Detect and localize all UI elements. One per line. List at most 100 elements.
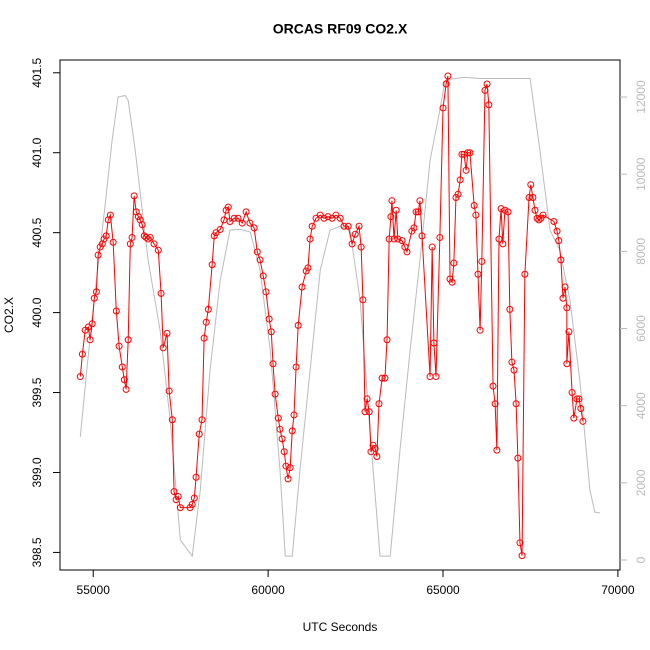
x-tick-label: 65000 bbox=[426, 583, 460, 597]
data-point bbox=[102, 232, 110, 240]
data-point bbox=[418, 232, 426, 240]
data-point bbox=[403, 248, 411, 256]
data-point bbox=[363, 395, 371, 403]
data-point bbox=[474, 270, 482, 278]
data-point bbox=[280, 448, 288, 456]
data-point bbox=[120, 376, 128, 384]
y2-tick-label: 8000 bbox=[634, 238, 648, 265]
data-point bbox=[553, 227, 561, 235]
data-point bbox=[508, 358, 516, 366]
data-point bbox=[565, 328, 573, 336]
data-point bbox=[454, 190, 462, 198]
data-point bbox=[128, 233, 136, 241]
data-point bbox=[256, 256, 264, 264]
data-point bbox=[94, 251, 102, 259]
data-point bbox=[448, 278, 456, 286]
data-point bbox=[466, 149, 474, 157]
data-point bbox=[188, 500, 196, 508]
data-point bbox=[563, 360, 571, 368]
data-point bbox=[575, 395, 583, 403]
data-point bbox=[348, 240, 356, 248]
data-point bbox=[478, 257, 486, 265]
data-point bbox=[292, 363, 300, 371]
data-point bbox=[570, 414, 578, 422]
data-point bbox=[510, 366, 518, 374]
data-point bbox=[238, 219, 246, 227]
data-point bbox=[529, 193, 537, 201]
data-point bbox=[78, 350, 86, 358]
data-point bbox=[525, 193, 533, 201]
y-tick-label: 398.5 bbox=[30, 537, 44, 567]
data-point bbox=[375, 400, 383, 408]
data-point bbox=[464, 149, 472, 157]
data-point bbox=[202, 318, 210, 326]
data-point bbox=[497, 205, 505, 213]
data-point bbox=[76, 373, 84, 381]
y-tick-label: 400.0 bbox=[30, 297, 44, 327]
data-point bbox=[410, 224, 418, 232]
data-point bbox=[430, 339, 438, 347]
data-point bbox=[387, 213, 395, 221]
data-point bbox=[144, 235, 152, 243]
data-point bbox=[373, 452, 381, 460]
data-point bbox=[159, 344, 167, 352]
data-point bbox=[483, 80, 491, 88]
data-point bbox=[539, 211, 547, 219]
data-point bbox=[493, 446, 501, 454]
data-point bbox=[234, 214, 242, 222]
data-point bbox=[357, 243, 365, 251]
data-point bbox=[385, 235, 393, 243]
y2-tick-label: 4000 bbox=[634, 392, 648, 419]
data-point bbox=[190, 494, 198, 502]
data-point bbox=[359, 296, 367, 304]
data-point bbox=[130, 192, 138, 200]
data-point bbox=[150, 240, 158, 248]
data-point bbox=[491, 400, 499, 408]
data-point bbox=[204, 305, 212, 313]
data-point bbox=[533, 214, 541, 222]
data-point bbox=[495, 235, 503, 243]
data-point bbox=[432, 373, 440, 381]
series-line bbox=[79, 76, 601, 558]
data-point bbox=[304, 264, 312, 272]
x-axis-label: UTC Seconds bbox=[303, 620, 378, 634]
y-tick-label: 399.5 bbox=[30, 377, 44, 407]
data-point bbox=[124, 336, 132, 344]
data-point bbox=[165, 387, 173, 395]
data-point bbox=[286, 464, 294, 472]
data-point bbox=[470, 201, 478, 209]
x-tick-label: 70000 bbox=[601, 583, 635, 597]
data-point bbox=[290, 411, 298, 419]
data-point bbox=[428, 243, 436, 251]
y-tick-label: 399.0 bbox=[30, 457, 44, 487]
data-point bbox=[381, 374, 389, 382]
data-point bbox=[450, 259, 458, 267]
data-point bbox=[416, 197, 424, 205]
data-point bbox=[412, 208, 420, 216]
data-point bbox=[195, 430, 203, 438]
data-point bbox=[168, 416, 176, 424]
data-point bbox=[518, 552, 526, 560]
data-point bbox=[394, 235, 402, 243]
data-point bbox=[514, 454, 522, 462]
data-point bbox=[262, 288, 270, 296]
data-point bbox=[176, 504, 184, 512]
data-point bbox=[361, 408, 369, 416]
data-point bbox=[521, 270, 529, 278]
data-point bbox=[192, 473, 200, 481]
y2-tick-label: 6000 bbox=[634, 315, 648, 342]
data-point bbox=[504, 208, 512, 216]
y2-tick-label: 0 bbox=[634, 556, 648, 563]
data-point bbox=[284, 475, 292, 483]
data-point bbox=[489, 382, 497, 390]
data-point bbox=[371, 444, 379, 452]
data-point bbox=[157, 289, 165, 297]
data-point bbox=[456, 176, 464, 184]
data-point bbox=[531, 206, 539, 214]
data-point bbox=[535, 216, 543, 224]
data-point bbox=[288, 427, 296, 435]
chart-title: ORCAS RF09 CO2.X bbox=[273, 21, 408, 37]
data-point bbox=[224, 203, 232, 211]
